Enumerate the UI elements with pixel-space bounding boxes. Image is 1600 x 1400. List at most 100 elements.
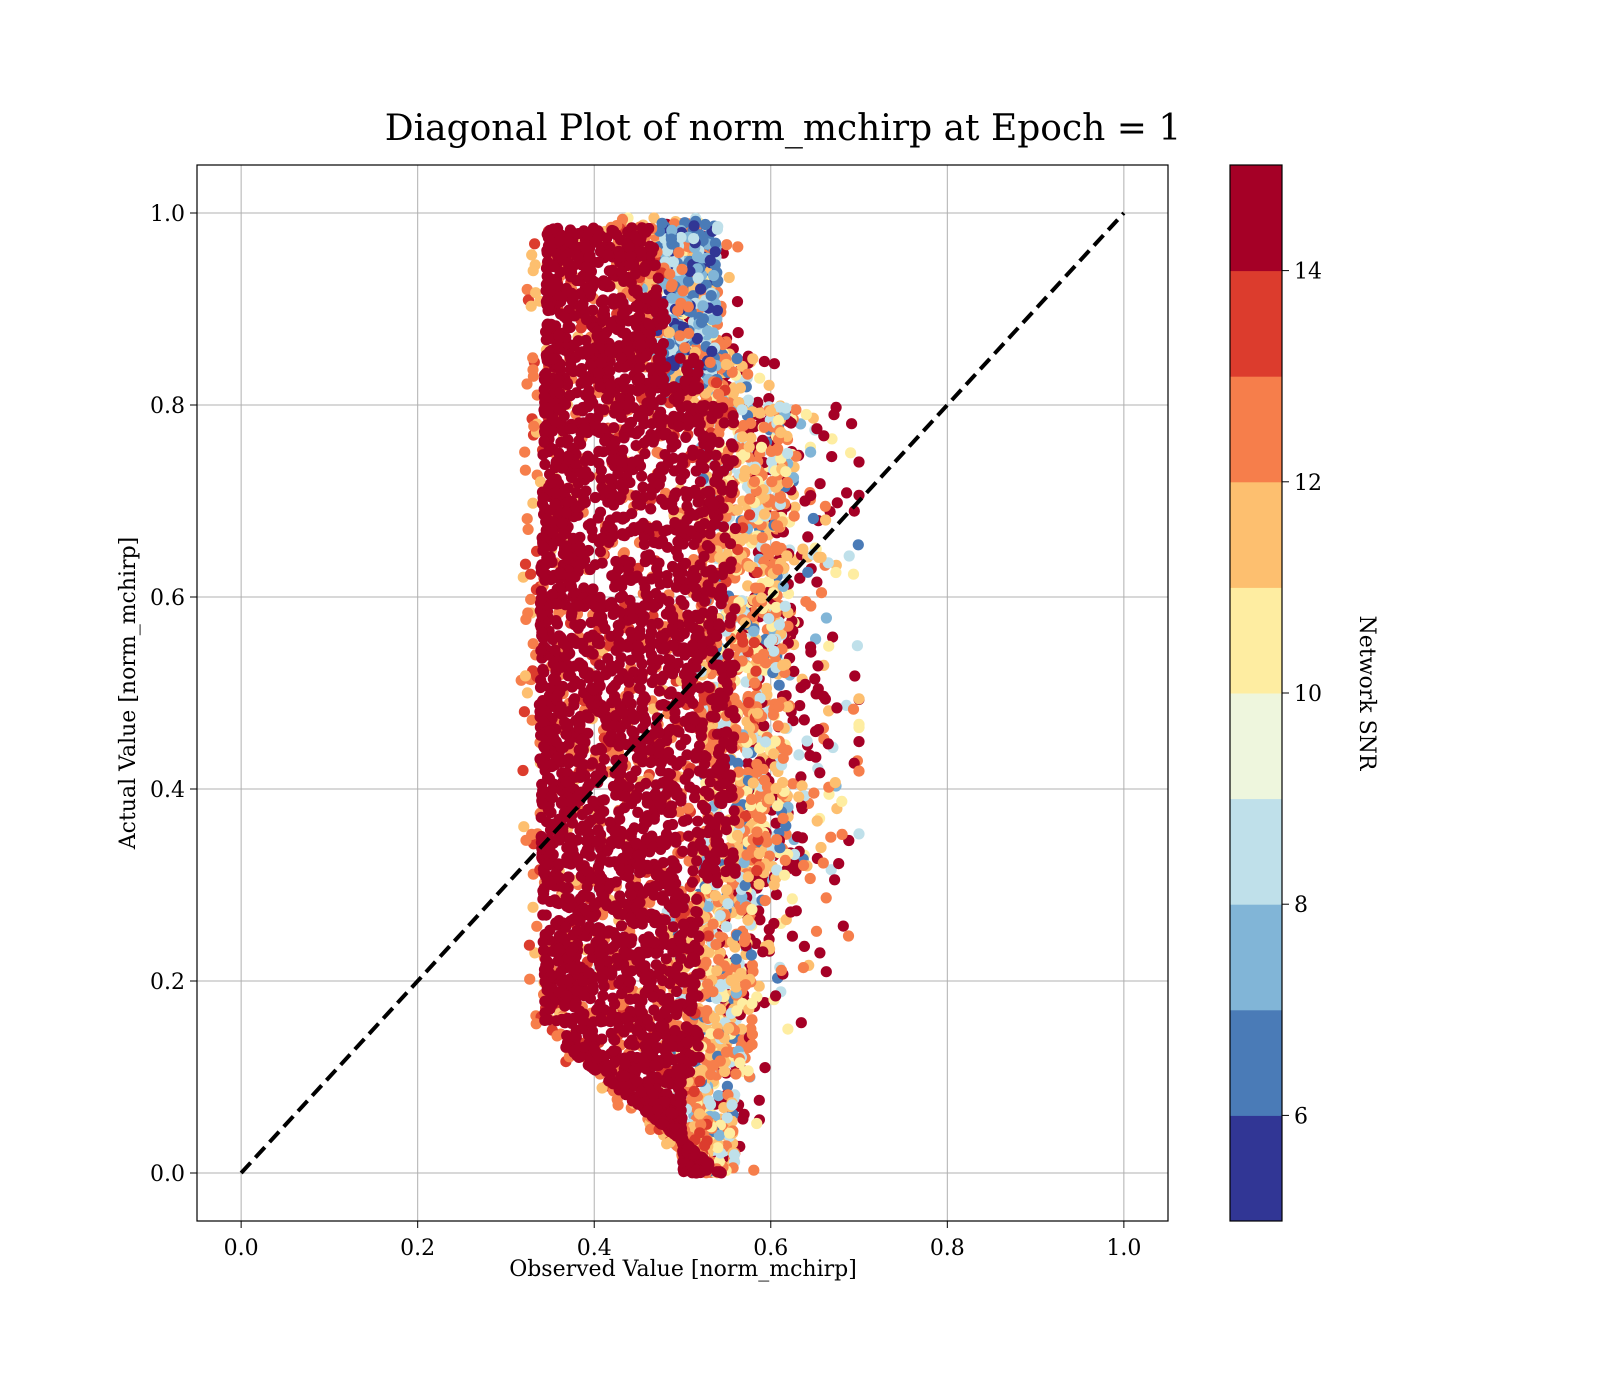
scatter-point <box>768 879 780 891</box>
scatter-point <box>817 857 829 869</box>
scatter-point <box>526 249 538 261</box>
scatter-point <box>652 272 664 284</box>
scatter-point <box>719 532 731 544</box>
scatter-point <box>687 865 699 877</box>
scatter-point <box>743 441 755 453</box>
scatter-point <box>795 682 807 694</box>
scatter-point <box>710 377 723 389</box>
scatter-point <box>705 290 717 302</box>
scatter-point <box>521 513 533 525</box>
scatter-point <box>680 431 692 443</box>
scatter-point <box>524 973 536 985</box>
scatter-point <box>746 959 759 971</box>
scatter-point <box>704 254 716 266</box>
scatter-point <box>764 405 777 417</box>
scatter-point <box>760 682 773 694</box>
scatter-point <box>788 665 800 678</box>
scatter-point <box>594 767 606 779</box>
scatter-point <box>771 834 783 846</box>
scatter-point <box>747 353 759 365</box>
scatter-point <box>794 700 806 712</box>
scatter-point <box>518 821 530 833</box>
scatter-point <box>720 511 732 523</box>
scatter-point <box>853 456 865 468</box>
scatter-point <box>742 871 754 883</box>
scatter-point <box>676 263 688 275</box>
scatter-point <box>751 865 763 877</box>
scatter-point <box>826 451 838 463</box>
scatter-point <box>732 327 744 339</box>
scatter-point <box>519 464 532 476</box>
scatter-point <box>795 800 808 812</box>
scatter-point <box>771 800 784 812</box>
scatter-point <box>753 1094 765 1106</box>
scatter-point <box>688 220 700 232</box>
scatter-point <box>691 251 704 263</box>
scatter-point <box>731 829 744 842</box>
scatter-point <box>756 592 768 604</box>
scatter-point <box>853 765 865 777</box>
scatter-point <box>527 497 539 509</box>
scatter-point <box>809 673 821 685</box>
scatter-point <box>695 283 707 295</box>
scatter-point <box>631 498 643 510</box>
scatter-point <box>583 712 595 724</box>
scatter-point <box>682 301 694 313</box>
scatter-point <box>770 990 782 1002</box>
scatter-point <box>780 402 792 414</box>
scatter-point <box>709 237 722 249</box>
scatter-point <box>746 1028 759 1040</box>
scatter-point <box>753 652 765 665</box>
scatter-point <box>723 271 735 284</box>
scatter-point <box>662 653 674 666</box>
scatter-point <box>720 358 732 371</box>
scatter-point <box>556 582 568 595</box>
scatter-point <box>707 918 719 930</box>
scatter-point <box>810 751 822 763</box>
scatter-point <box>805 490 817 502</box>
scatter-points <box>515 212 865 1179</box>
scatter-point <box>761 836 773 848</box>
scatter-point <box>691 893 703 905</box>
scatter-point <box>782 701 794 713</box>
scatter-point <box>661 1138 673 1150</box>
scatter-point <box>675 739 687 751</box>
scatter-point <box>769 735 781 748</box>
scatter-point <box>775 427 787 439</box>
scatter-point <box>673 806 686 818</box>
scatter-point <box>742 394 755 406</box>
scatter-point <box>811 576 823 588</box>
scatter-point <box>601 232 613 244</box>
scatter-point <box>605 836 617 848</box>
scatter-point <box>721 884 733 896</box>
scatter-point <box>814 478 826 490</box>
scatter-point <box>766 476 778 488</box>
scatter-point <box>742 914 754 926</box>
scatter-point <box>800 408 812 421</box>
scatter-point <box>704 1098 717 1111</box>
scatter-point <box>847 568 860 580</box>
scatter-point <box>774 490 786 502</box>
scatter-point <box>657 857 669 869</box>
scatter-point <box>725 974 737 987</box>
scatter-point <box>782 620 794 632</box>
scatter-point <box>703 682 715 694</box>
scatter-point <box>756 532 768 544</box>
scatter-point <box>677 845 689 858</box>
scatter-point <box>755 441 768 453</box>
scatter-point <box>712 1142 724 1154</box>
scatter-point <box>700 883 712 895</box>
scatter-point <box>675 231 687 244</box>
scatter-point <box>709 890 722 902</box>
scatter-point <box>805 446 817 458</box>
scatter-point <box>694 476 707 488</box>
scatter-point <box>737 419 750 432</box>
scatter-point <box>757 946 769 958</box>
scatter-point <box>742 368 754 380</box>
scatter-point <box>751 826 763 838</box>
scatter-point <box>739 879 751 892</box>
scatter-point <box>718 417 730 429</box>
scatter-point <box>667 256 680 268</box>
scatter-point <box>779 854 791 867</box>
scatter-point <box>551 1030 563 1042</box>
